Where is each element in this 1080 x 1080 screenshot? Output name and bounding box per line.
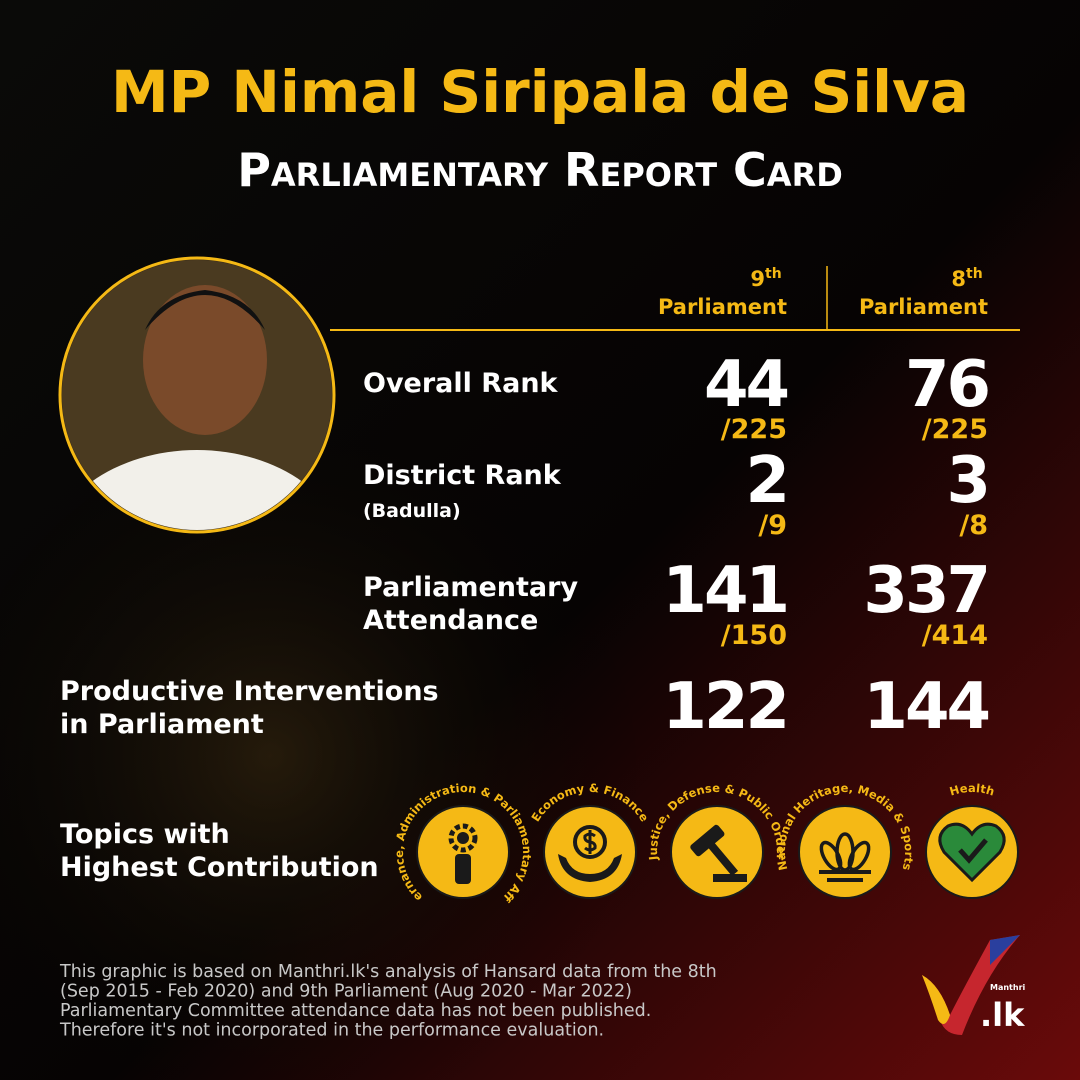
interventions-value: 144 [863,670,988,744]
footnote-line: (Sep 2015 - Feb 2020) and 9th Parliament… [60,982,632,1002]
row-sublabel: (Badulla) [363,500,461,522]
footnote-line: This graphic is based on Manthri.lk's an… [59,962,717,982]
topics-label: Highest Contribution [60,852,379,883]
column-suffix: th [765,266,782,282]
topic-circle [798,805,892,899]
row-label: Parliamentary [363,572,578,603]
topic-icon [938,822,1006,883]
column-label: Parliament [859,295,988,319]
topic-icon [819,832,871,882]
topic-name: Health [948,781,996,799]
column-number: 9 [750,267,765,291]
interventions-value: 122 [662,670,787,744]
row-label: District Rank [363,460,562,491]
interventions-label: Productive Interventions [60,676,439,707]
column-number: 8 [951,267,966,291]
logo-small: Manthri [990,983,1026,992]
row-value: 44 [704,348,788,422]
interventions-label: in Parliament [60,709,264,740]
column-suffix: th [966,266,983,282]
photo [58,256,336,534]
row-denominator: /9 [758,510,787,541]
column-label: Parliament [658,295,787,319]
footnote-line: Therefore it's not incorporated in the p… [59,1021,604,1041]
row-value: 141 [662,554,787,628]
row-value: 337 [863,554,988,628]
footnote-line: Parliamentary Committee attendance data … [60,1001,651,1021]
topics-label: Topics with [60,819,230,850]
topic-icon [558,825,622,882]
row-denominator: /8 [959,510,988,541]
row-denominator: /414 [922,620,988,651]
row-denominator: /225 [922,414,988,445]
row-label: Attendance [363,605,538,636]
title: MP Nimal Siripala de Silva [111,58,969,126]
topic-name-path: Health [948,781,996,799]
row-value: 2 [745,444,787,518]
row-denominator: /225 [721,414,787,445]
row-value: 76 [905,348,989,422]
row-label: Overall Rank [363,368,559,399]
row-denominator: /150 [721,620,787,651]
row-value: 3 [946,444,988,518]
topic-icon [690,824,747,882]
topic-badge: Health [925,781,1019,899]
topic-icon [448,823,478,884]
subtitle: Parliamentary Report Card [237,143,843,197]
logo-big: .lk [980,996,1025,1034]
logo: Manthri .lk [922,935,1026,1035]
